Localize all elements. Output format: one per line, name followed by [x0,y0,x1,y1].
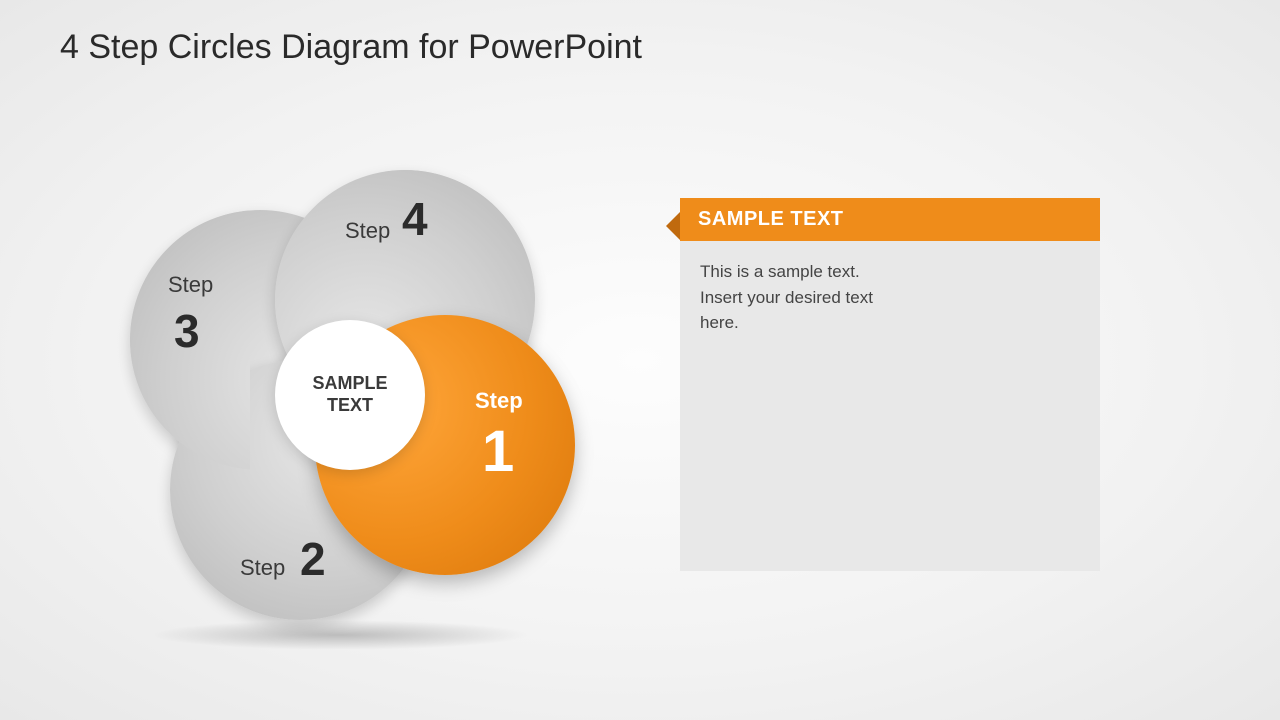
textbox-fold [666,212,680,240]
step-2-label: Step [240,555,285,581]
circles-diagram: SAMPLE TEXT Step 4 Step 3 Step 2 Step 1 [90,150,590,650]
textbox-body: This is a sample text. Insert your desir… [680,241,1100,571]
textbox: SAMPLE TEXT This is a sample text. Inser… [680,198,1100,571]
center-label: SAMPLE TEXT [312,373,387,416]
step-3-number: 3 [174,304,200,358]
textbox-header-text: SAMPLE TEXT [698,208,844,230]
step-4-number: 4 [402,192,428,246]
step-3-label: Step [168,272,213,298]
slide-title: 4 Step Circles Diagram for PowerPoint [60,28,642,67]
center-circle: SAMPLE TEXT [275,320,425,470]
textbox-header: SAMPLE TEXT [680,198,1100,241]
step-1-number: 1 [482,418,514,485]
step-4-label: Step [345,218,390,244]
diagram-shadow [150,620,530,650]
step-2-number: 2 [300,532,326,586]
step-1-label: Step [475,388,523,414]
